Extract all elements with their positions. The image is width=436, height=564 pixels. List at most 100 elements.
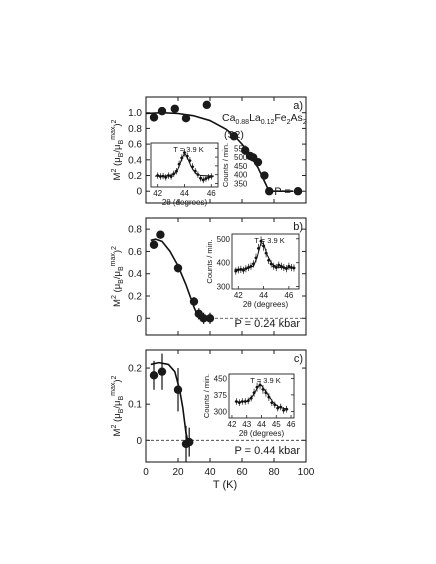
- inset-data-point: [193, 169, 197, 173]
- inset-data-point: [270, 401, 274, 404]
- inset-data-point: [267, 258, 271, 262]
- inset-2: 42 44 46 300 400 500 2θ (degrees) Counts / min.…: [205, 233, 300, 309]
- inset-data-point: [207, 175, 211, 179]
- inset-data-point: [277, 263, 281, 267]
- y-tick-label: 0.1: [128, 400, 142, 411]
- compound-formula: Ca0.88La0.12Fe2As2: [222, 112, 307, 126]
- inset-data-point: [158, 175, 162, 178]
- data-point: [157, 106, 167, 116]
- inset-temperature-label: T = 3.9 K: [173, 145, 204, 154]
- inset-data-point: [241, 268, 245, 272]
- data-point: [149, 240, 159, 249]
- inset-data-point: [234, 269, 238, 273]
- inset-data-point: [164, 175, 168, 179]
- inset-data-point: [249, 396, 253, 400]
- inset-y-tick-label: 375: [214, 391, 228, 400]
- inset-data-point: [267, 395, 271, 399]
- y-axis-label: M2 (μB/μBmax)2: [110, 246, 125, 307]
- inset-data-point: [247, 266, 250, 269]
- y-tick-label: 0.4: [128, 269, 142, 280]
- inset-data-point: [285, 407, 289, 411]
- inset-data-point: [284, 267, 288, 271]
- inset-data-point: [258, 383, 262, 387]
- inset-data-point: [282, 408, 286, 412]
- plot-frame: [145, 96, 307, 204]
- inset-data-point: [239, 267, 243, 271]
- inset-y-tick-label: 450: [214, 374, 228, 383]
- inset-data-point: [169, 175, 173, 178]
- inset-y-tick-label: 400: [217, 259, 231, 268]
- data-point: [181, 114, 191, 123]
- inset-data-point: [262, 244, 266, 248]
- y-tick-label: 0: [136, 436, 142, 447]
- inset-y-label: Counts / min.: [205, 239, 214, 283]
- plot-frame: [145, 349, 307, 463]
- data-point: [229, 132, 239, 141]
- pressure-label: P = 0.24 kbar: [234, 318, 300, 330]
- fit-curve: [150, 238, 210, 320]
- inset-data-point: [185, 154, 189, 158]
- inset-x-tick-label: 42: [153, 189, 162, 198]
- y-tick-label: 0.6: [128, 140, 142, 151]
- inset-data-point: [156, 174, 160, 177]
- x-tick-label: 0: [143, 467, 149, 478]
- inset-y-label: Counts / min.: [202, 374, 211, 418]
- inset-y-tick-label: 400: [234, 171, 248, 180]
- y-tick-label: 0: [136, 314, 142, 325]
- inset-data-point: [175, 169, 178, 173]
- data-point: [293, 187, 303, 196]
- data-point: [253, 157, 263, 167]
- inset-x-label: 2θ (degrees): [162, 198, 208, 207]
- y-tick-label: 0.2: [128, 292, 142, 303]
- data-point: [156, 230, 165, 239]
- y-tick-label: 1.0: [128, 108, 142, 119]
- inset-y-tick-label: 550: [234, 144, 248, 153]
- x-tick-label: 100: [298, 467, 315, 478]
- panel-label: c): [294, 353, 303, 365]
- inset-data-point: [188, 159, 192, 163]
- data-point: [149, 113, 159, 122]
- inset-y-label: Counts / min.: [221, 143, 230, 187]
- inset-data-point: [255, 385, 259, 389]
- data-point: [157, 367, 167, 376]
- inset-data-point: [279, 264, 283, 268]
- panel-label: a): [293, 100, 303, 112]
- inset-data-point: [254, 256, 258, 260]
- inset-data-point: [161, 174, 165, 178]
- inset-data-point: [204, 177, 208, 180]
- y-tick-label: 0.8: [128, 124, 142, 135]
- inset-temperature-label: T = 3.9 K: [250, 376, 281, 385]
- panels: 00.20.40.60.81.0M2 (μB/μBmax)2a)P = 0Ca0…: [110, 96, 315, 478]
- inset-temperature-label: T = 3.9 K: [254, 236, 285, 245]
- data-point: [205, 314, 215, 323]
- data-point: [149, 371, 159, 380]
- fit-curve: [145, 111, 294, 193]
- inset-data-point: [199, 176, 202, 180]
- y-tick-label: 0.6: [128, 247, 142, 258]
- inset-data-point: [273, 403, 277, 407]
- inset-data-point: [240, 400, 244, 403]
- inset-data-point: [252, 262, 255, 266]
- inset-data-point: [201, 178, 205, 182]
- x-tick-label: 20: [172, 467, 184, 478]
- inset-data-point: [234, 400, 238, 403]
- inset-data-point: [272, 264, 276, 268]
- inset-x-tick-label: 46: [207, 189, 216, 198]
- data-point: [241, 146, 250, 155]
- inset-x-tick-label: 42: [234, 291, 243, 300]
- plot-frame: [145, 217, 307, 336]
- panel-label: b): [293, 221, 303, 233]
- panel-1: 0 0.2 0.4 0.6 0.8 1.0M2 (μB/μBmax)2 a) P = 0 Ca0…: [110, 96, 307, 207]
- inset-data-point: [246, 399, 250, 403]
- inset-data-point: [196, 173, 200, 177]
- x-axis-label: T (K): [213, 479, 237, 491]
- data-point: [260, 171, 269, 180]
- inset-y-tick-label: 300: [217, 283, 231, 292]
- pressure-label: P = 0.44 kbar: [234, 445, 300, 457]
- y-tick-label: 0.2: [128, 364, 142, 375]
- inset-x-tick-label: 46: [287, 420, 296, 429]
- inset-data-point: [276, 406, 280, 410]
- x-tick-label: 40: [204, 467, 216, 478]
